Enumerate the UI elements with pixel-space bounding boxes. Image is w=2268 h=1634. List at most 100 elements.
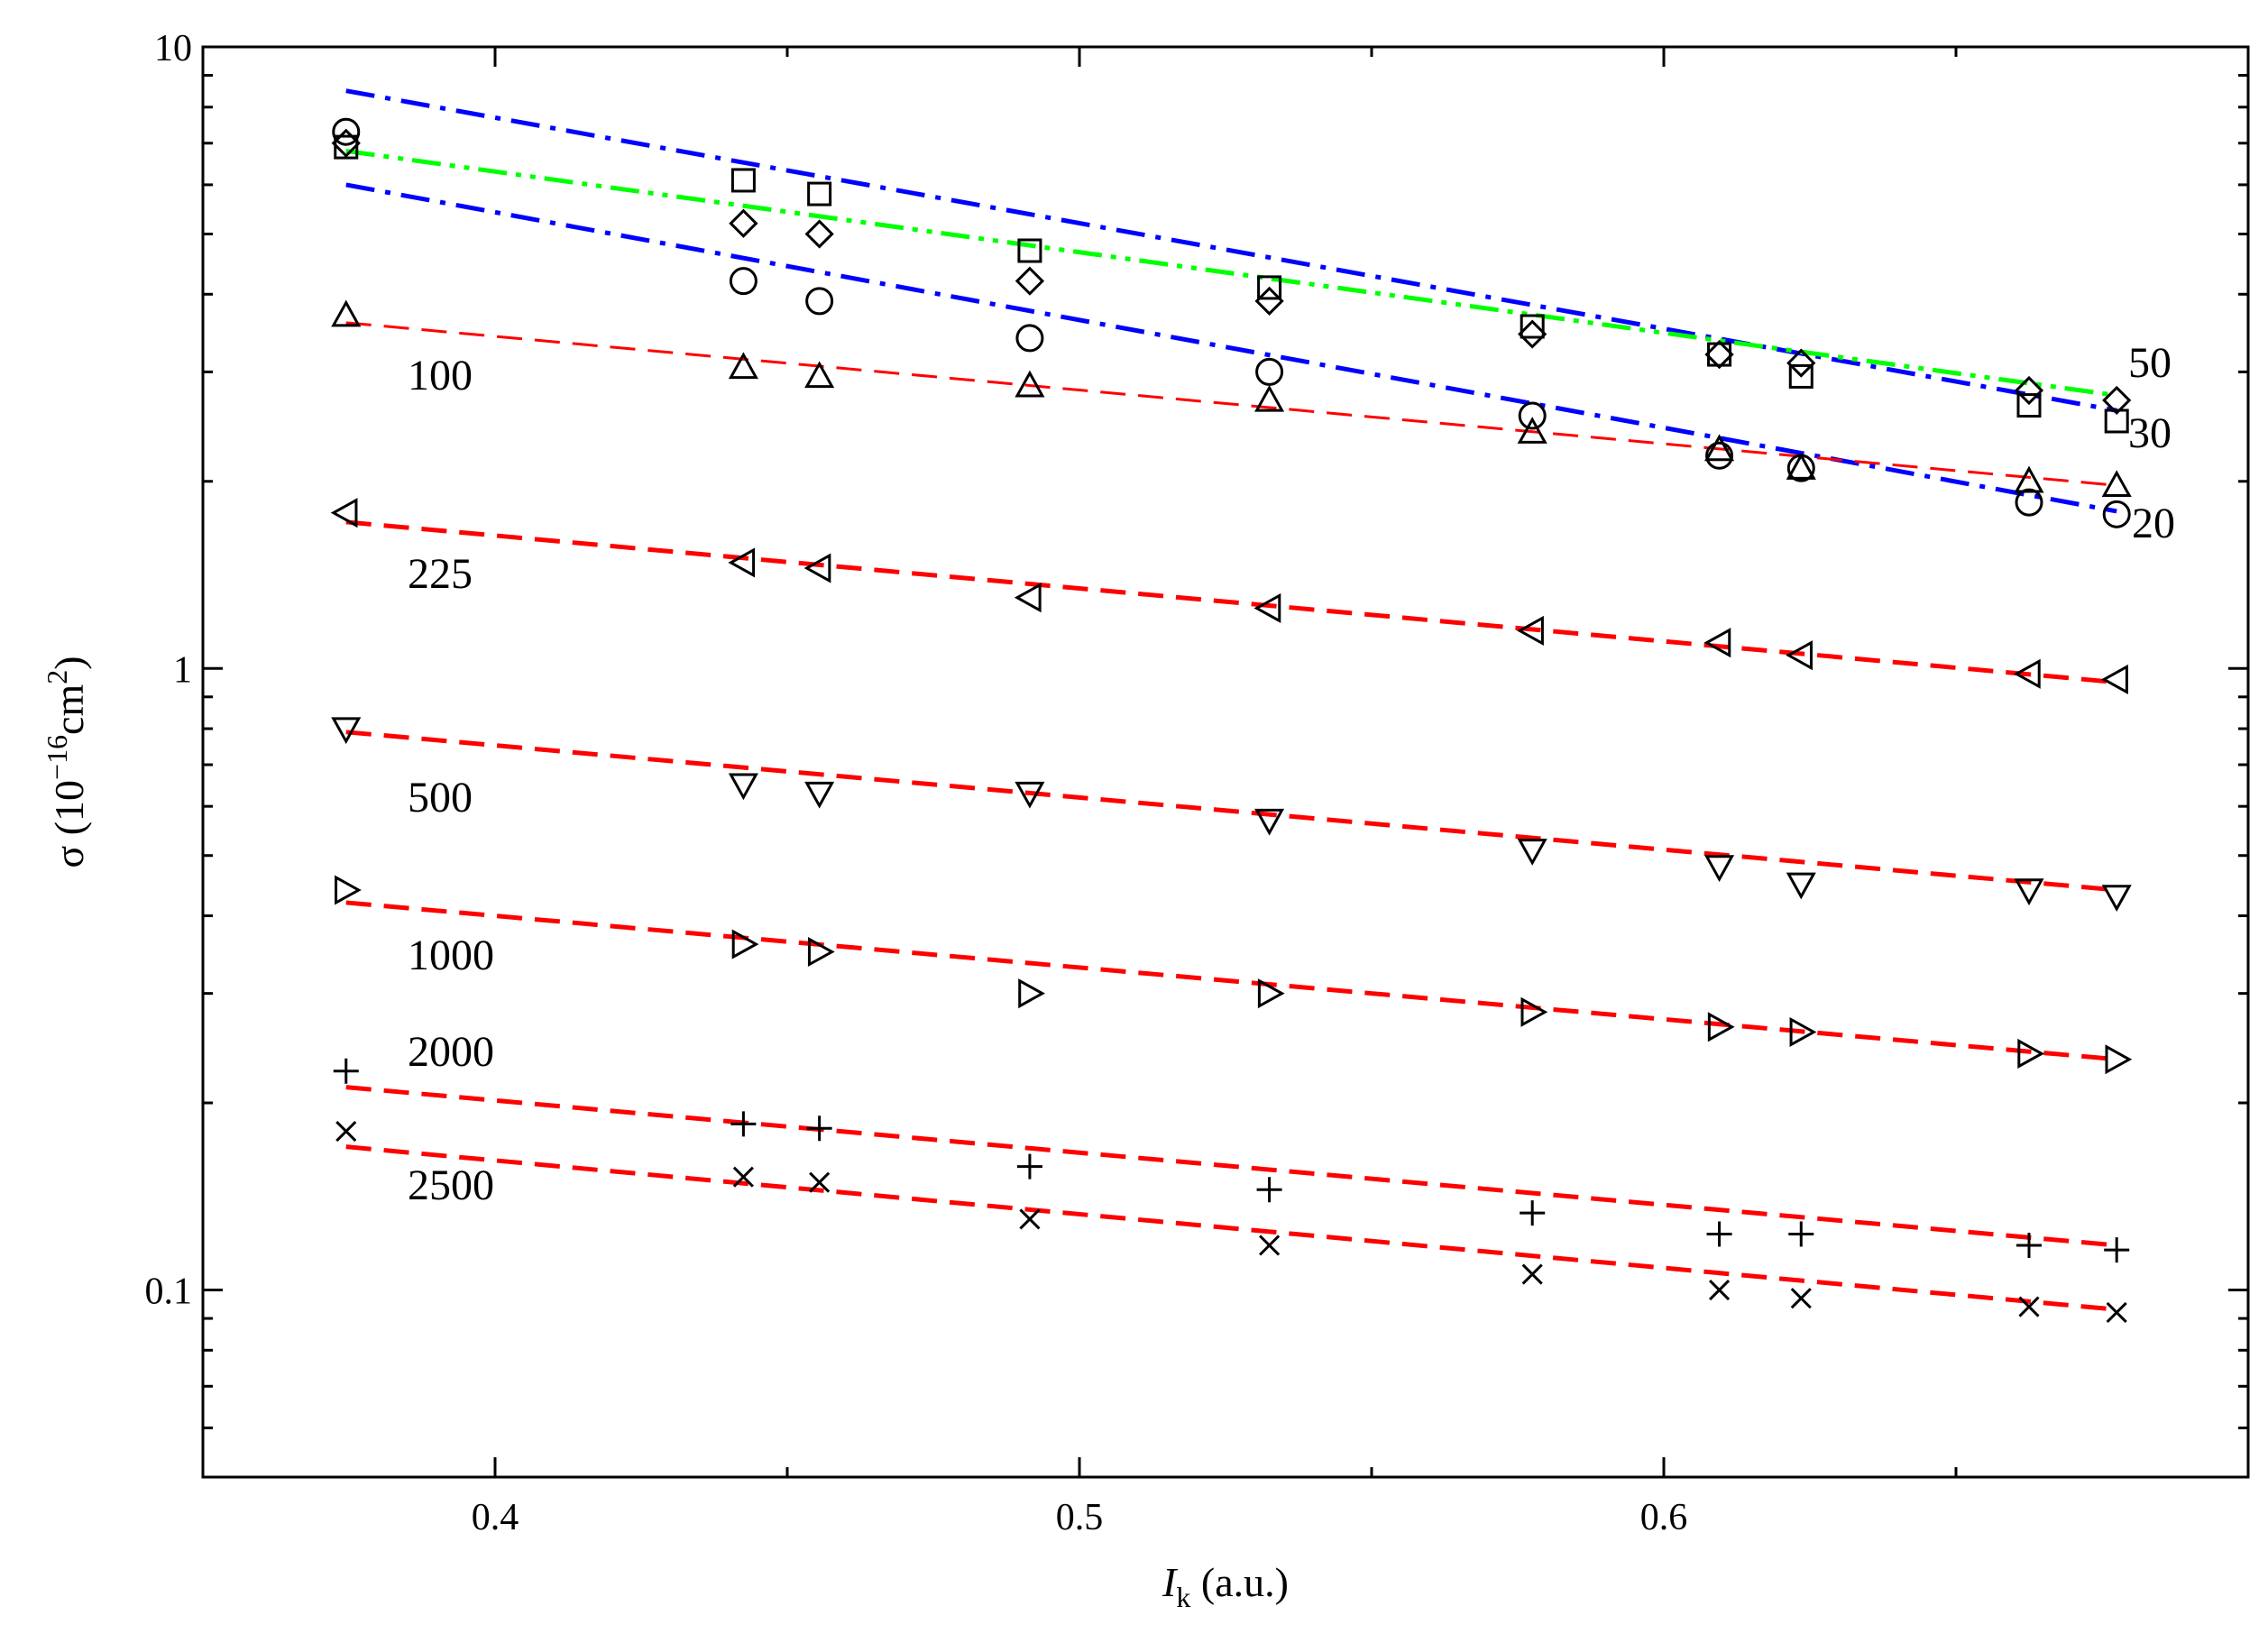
- x-axis-label: Ik (a.u.): [1162, 1559, 1289, 1613]
- series-label-2500: 2500: [408, 1161, 494, 1209]
- data-point-50: [2102, 385, 2132, 416]
- data-point-50: [1015, 266, 1045, 296]
- data-point-500: [1254, 808, 1285, 836]
- data-point-20: [729, 267, 758, 296]
- series-label-50: 50: [2128, 339, 2172, 387]
- data-point-225: [1517, 615, 1544, 646]
- data-point-1000: [731, 929, 759, 959]
- data-point-30: [1520, 314, 1545, 339]
- data-point-100: [2101, 470, 2132, 497]
- fit-line-100: [345, 321, 2117, 487]
- data-markers: [330, 117, 2133, 1324]
- data-point-2500: [2106, 1301, 2127, 1324]
- data-point-20: [332, 117, 361, 146]
- data-point-1000: [2105, 1044, 2133, 1075]
- data-point-30: [1257, 275, 1282, 300]
- fit-line-2500: [345, 1144, 2117, 1312]
- series-label-225: 225: [408, 550, 473, 598]
- data-point-100: [1254, 384, 1285, 412]
- series-label-2000: 2000: [408, 1028, 494, 1076]
- data-point-225: [728, 547, 756, 578]
- data-point-1000: [335, 875, 362, 905]
- data-point-1000: [807, 936, 835, 968]
- data-point-2500: [1019, 1208, 1041, 1230]
- data-point-50: [1704, 339, 1734, 370]
- fit-line-500: [345, 730, 2117, 893]
- data-point-50: [729, 208, 758, 238]
- data-point-50: [331, 128, 361, 158]
- x-tick-label: 0.4: [472, 1497, 519, 1538]
- data-point-225: [1703, 628, 1731, 658]
- y-axis-label: σ (10−16cm2): [41, 656, 92, 867]
- data-point-1000: [1707, 1012, 1735, 1042]
- y-tick-label: 0.1: [145, 1271, 193, 1313]
- fit-line-30: [345, 88, 2117, 413]
- data-point-30: [2104, 408, 2129, 434]
- data-point-225: [803, 553, 831, 583]
- data-point-500: [331, 717, 362, 745]
- data-point-100: [1015, 370, 1045, 398]
- data-point-2000: [2104, 1237, 2130, 1263]
- data-point-20: [1255, 357, 1284, 386]
- data-point-225: [330, 498, 358, 528]
- data-point-225: [2101, 664, 2128, 695]
- fit-line-20: [345, 182, 2117, 514]
- data-point-2500: [732, 1166, 754, 1188]
- data-point-500: [804, 781, 835, 809]
- data-point-2500: [1521, 1263, 1543, 1285]
- data-point-2000: [1016, 1153, 1042, 1180]
- data-point-1000: [1789, 1016, 1817, 1048]
- data-point-225: [2013, 658, 2041, 689]
- data-point-2000: [1520, 1200, 1546, 1226]
- data-point-30: [2016, 393, 2042, 418]
- data-point-20: [1518, 401, 1547, 430]
- data-point-225: [1014, 583, 1042, 613]
- series-label-100: 100: [408, 352, 473, 399]
- plot-frame: [201, 45, 2250, 1479]
- data-point-2500: [1708, 1279, 1731, 1301]
- series-label-500: 500: [408, 774, 473, 822]
- data-point-2000: [730, 1111, 757, 1137]
- data-point-100: [1786, 453, 1816, 480]
- fit-line-2000: [345, 1085, 2117, 1248]
- data-point-225: [1786, 640, 1813, 671]
- data-point-30: [1017, 238, 1042, 263]
- x-tick-label: 0.6: [1640, 1497, 1688, 1538]
- data-point-2000: [2016, 1232, 2042, 1258]
- fit-line-50: [345, 148, 2117, 398]
- y-tick-label: 10: [154, 28, 192, 69]
- x-tick-label: 0.5: [1056, 1497, 1104, 1538]
- data-point-100: [2014, 465, 2044, 493]
- data-point-30: [1707, 342, 1732, 367]
- data-point-50: [1518, 319, 1547, 349]
- data-point-2500: [1259, 1235, 1281, 1256]
- data-point-100: [1704, 434, 1735, 462]
- data-point-225: [1253, 592, 1281, 624]
- data-point-1000: [1018, 978, 1046, 1009]
- data-point-2000: [806, 1115, 832, 1142]
- data-point-2500: [2018, 1296, 2040, 1317]
- data-point-100: [728, 352, 758, 380]
- axes: 0.4 0.5 0.6 0.1 1 10: [145, 28, 2250, 1538]
- data-point-20: [1705, 441, 1734, 470]
- data-point-500: [1704, 855, 1735, 883]
- data-point-20: [1015, 324, 1044, 353]
- series-label-1000: 1000: [408, 932, 494, 979]
- data-point-30: [334, 134, 359, 160]
- data-point-50: [2014, 375, 2044, 406]
- fit-line-1000: [345, 900, 2117, 1062]
- y-tick-label: 1: [173, 649, 192, 691]
- data-point-500: [1786, 872, 1816, 900]
- data-point-30: [1788, 363, 1813, 389]
- data-point-500: [1015, 781, 1045, 809]
- data-point-100: [331, 299, 362, 327]
- data-point-100: [804, 361, 835, 389]
- series-label-30: 30: [2128, 409, 2172, 457]
- data-point-20: [2102, 500, 2131, 528]
- fit-line-225: [345, 519, 2117, 685]
- data-point-50: [1786, 348, 1816, 378]
- data-point-500: [728, 773, 758, 801]
- data-point-2500: [809, 1171, 831, 1193]
- data-point-2000: [1788, 1221, 1814, 1247]
